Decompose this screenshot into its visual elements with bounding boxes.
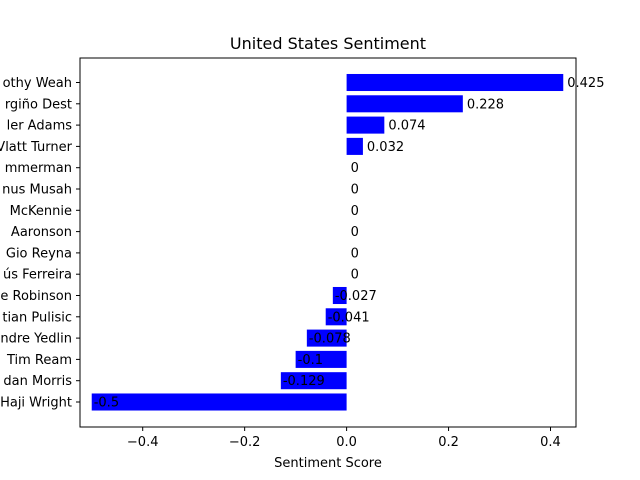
y-tick-label: rgiño Dest bbox=[5, 97, 72, 112]
y-tick-label: tian Pulisic bbox=[2, 310, 72, 325]
y-tick-label: Aaronson bbox=[11, 225, 72, 240]
y-tick-label: Gio Reyna bbox=[6, 246, 72, 261]
bars-layer bbox=[92, 74, 564, 411]
bar-value-label: 0 bbox=[351, 161, 359, 176]
bar-value-label: 0.425 bbox=[567, 76, 604, 91]
x-tick-label: 0.2 bbox=[438, 435, 459, 450]
y-tick-label: nus Musah bbox=[2, 183, 72, 198]
bar bbox=[347, 138, 363, 155]
y-tick-label: Vlatt Turner bbox=[0, 140, 73, 155]
x-tick-label: 0.4 bbox=[540, 435, 561, 450]
y-tick-label: ndre Yedlin bbox=[0, 332, 72, 347]
y-tick-label: McKennie bbox=[10, 204, 72, 219]
bar bbox=[347, 95, 463, 112]
y-tick-label: mmerman bbox=[5, 161, 72, 176]
bar-value-label: 0.032 bbox=[367, 140, 404, 155]
bar-value-label: 0 bbox=[351, 268, 359, 283]
bar-value-label: 0.228 bbox=[467, 97, 504, 112]
bar-value-label: -0.078 bbox=[309, 332, 351, 347]
bar-value-label: -0.129 bbox=[283, 374, 325, 389]
y-tick-label: e Robinson bbox=[0, 289, 72, 304]
y-tick-label: dan Morris bbox=[3, 374, 72, 389]
bar-value-label: 0 bbox=[351, 204, 359, 219]
x-tick-label: 0.0 bbox=[336, 435, 357, 450]
x-tick-label: −0.4 bbox=[127, 435, 159, 450]
bar-value-label: 0 bbox=[351, 246, 359, 261]
chart-title: United States Sentiment bbox=[230, 34, 426, 53]
bar bbox=[347, 74, 564, 91]
y-tick-label: Tim Ream bbox=[6, 353, 72, 368]
bar bbox=[347, 117, 385, 134]
bar-value-label: 0 bbox=[351, 225, 359, 240]
x-axis: −0.4 −0.2 0.0 0.2 0.4 bbox=[127, 427, 561, 450]
bar bbox=[92, 393, 347, 410]
y-tick-label: othy Weah bbox=[3, 76, 72, 91]
bar-value-label: -0.027 bbox=[335, 289, 377, 304]
y-tick-label: ler Adams bbox=[7, 119, 73, 134]
bar-value-label: 0 bbox=[351, 183, 359, 198]
x-tick-label: −0.2 bbox=[229, 435, 261, 450]
x-axis-label: Sentiment Score bbox=[274, 456, 382, 471]
y-tick-label: Haji Wright bbox=[0, 396, 72, 411]
bar-value-label: 0.074 bbox=[388, 119, 425, 134]
bar-value-label: -0.1 bbox=[298, 353, 323, 368]
y-tick-label: ús Ferreira bbox=[3, 268, 72, 283]
bar-value-label: -0.5 bbox=[94, 396, 119, 411]
y-axis: othy Weah rgiño Dest ler Adams Vlatt Turner… bbox=[0, 76, 80, 411]
bar-value-label: -0.041 bbox=[328, 310, 370, 325]
plot-frame bbox=[80, 58, 576, 427]
